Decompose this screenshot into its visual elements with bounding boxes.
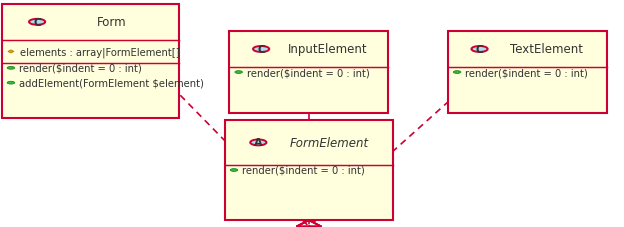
Text: render($indent = 0 : int): render($indent = 0 : int)	[246, 68, 369, 78]
FancyBboxPatch shape	[225, 120, 393, 220]
Circle shape	[7, 67, 15, 70]
Text: render($indent = 0 : int): render($indent = 0 : int)	[19, 64, 142, 74]
Text: addElement(FormElement $element): addElement(FormElement $element)	[19, 78, 204, 88]
Circle shape	[235, 71, 242, 74]
Text: InputElement: InputElement	[288, 43, 368, 56]
Circle shape	[7, 82, 15, 85]
Text: FormElement: FormElement	[290, 136, 369, 149]
Text: A: A	[254, 138, 263, 148]
Circle shape	[253, 47, 270, 53]
Circle shape	[250, 140, 266, 146]
Circle shape	[230, 169, 238, 172]
Circle shape	[29, 20, 46, 26]
Text: C: C	[475, 45, 484, 55]
Circle shape	[472, 47, 488, 53]
Text: render($indent = 0 : int): render($indent = 0 : int)	[242, 165, 365, 175]
Text: C: C	[257, 45, 265, 55]
Text: TextElement: TextElement	[510, 43, 583, 56]
FancyBboxPatch shape	[230, 32, 388, 114]
Text: elements : array|FormElement[]: elements : array|FormElement[]	[20, 47, 180, 57]
Text: C: C	[33, 18, 41, 28]
Circle shape	[453, 71, 461, 74]
Polygon shape	[8, 51, 14, 54]
FancyBboxPatch shape	[448, 32, 607, 114]
FancyBboxPatch shape	[2, 5, 180, 118]
Text: render($indent = 0 : int): render($indent = 0 : int)	[465, 68, 588, 78]
Text: Form: Form	[97, 16, 127, 29]
